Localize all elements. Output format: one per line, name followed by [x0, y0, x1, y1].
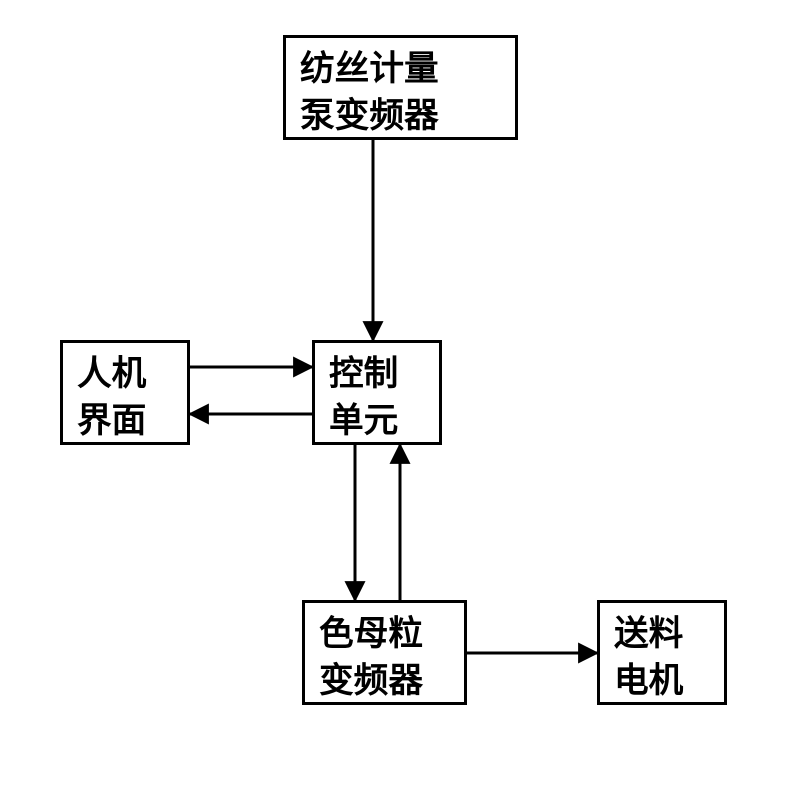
node-feed-motor: 送料 电机 [597, 600, 727, 705]
node-spinning-pump-vfd: 纺丝计量 泵变频器 [283, 35, 518, 140]
node-control-unit: 控制 单元 [312, 340, 442, 445]
node-hmi: 人机 界面 [60, 340, 190, 445]
node-masterbatch-vfd: 色母粒 变频器 [302, 600, 467, 705]
